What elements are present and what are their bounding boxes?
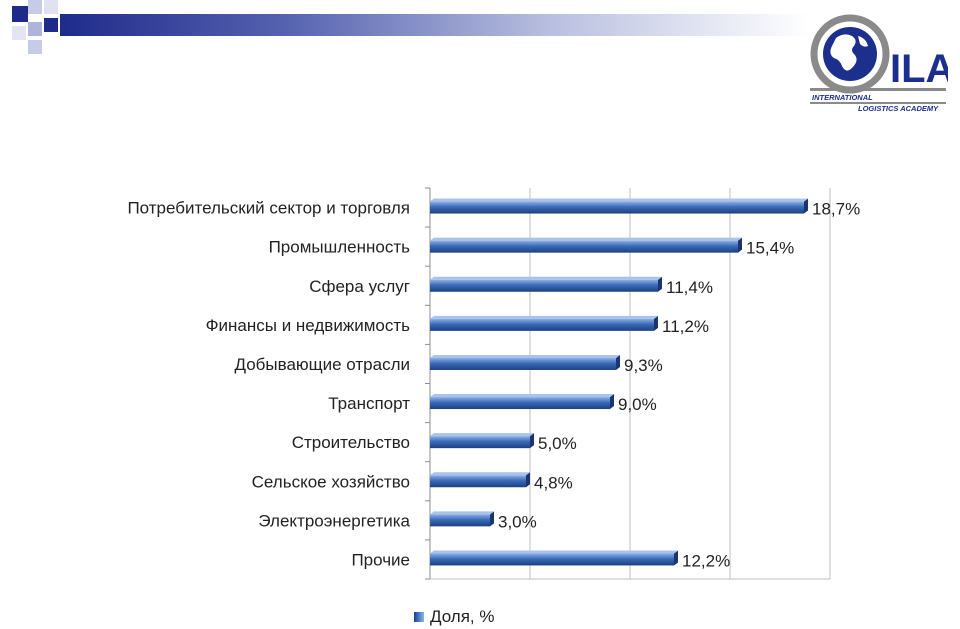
data-label: 5,0% <box>538 434 577 453</box>
category-label: Сфера услуг <box>309 277 410 296</box>
bar <box>430 201 804 214</box>
bar-side <box>658 276 662 292</box>
category-label: Финансы и недвижимость <box>206 316 411 335</box>
bar-top <box>430 550 678 554</box>
bar-side <box>674 550 678 566</box>
bar-side <box>654 315 658 331</box>
bar <box>430 357 616 370</box>
bar-top <box>430 511 494 515</box>
data-label: 11,4% <box>666 278 713 297</box>
bar-top <box>430 472 530 476</box>
bar <box>430 475 526 488</box>
category-label: Сельское хозяйство <box>252 472 410 491</box>
category-label: Электроэнергетика <box>258 511 410 530</box>
legend-swatch <box>414 612 424 622</box>
category-label: Строительство <box>292 433 410 452</box>
bar-top <box>430 315 658 319</box>
category-label: Транспорт <box>328 394 410 413</box>
data-label: 3,0% <box>498 512 537 531</box>
bar <box>430 318 654 331</box>
header-gradient-bar <box>60 14 810 36</box>
bar-side <box>804 198 808 214</box>
bar-side <box>616 354 620 370</box>
bar-side <box>526 472 530 488</box>
bar <box>430 397 610 410</box>
bar-chart: Потребительский сектор и торговля 18,7% Пр… <box>127 187 860 580</box>
bar <box>430 436 530 449</box>
logo-letters: ILA <box>890 47 948 91</box>
chart-legend: Доля, % <box>414 606 494 628</box>
logo-line1: INTERNATIONAL <box>812 93 873 102</box>
bar-side <box>530 433 534 449</box>
bar <box>430 553 674 566</box>
ila-logo: ILA INTERNATIONAL LOGISTICS ACADEMY <box>810 14 948 113</box>
legend-label: Доля, % <box>430 607 495 626</box>
data-label: 11,2% <box>662 317 709 336</box>
data-label: 15,4% <box>746 239 794 258</box>
bar-top <box>430 433 534 437</box>
data-label: 4,8% <box>534 473 573 492</box>
bar-top <box>430 237 742 241</box>
bar <box>430 279 658 292</box>
bar-top <box>430 394 614 398</box>
bar-top <box>430 198 808 202</box>
logo-line2: LOGISTICS ACADEMY <box>858 104 939 113</box>
category-label: Добывающие отрасли <box>234 355 410 374</box>
bar <box>430 514 490 527</box>
bar <box>430 240 738 253</box>
category-label: Потребительский сектор и торговля <box>127 199 410 218</box>
bar-side <box>738 237 742 253</box>
category-label: Промышленность <box>269 238 411 257</box>
data-label: 9,0% <box>618 395 657 414</box>
category-label: Прочие <box>351 550 410 569</box>
bar-top <box>430 276 662 280</box>
bar-side <box>610 394 614 410</box>
data-label: 18,7% <box>812 200 860 219</box>
bar-top <box>430 354 620 358</box>
data-label: 12,2% <box>682 551 730 570</box>
data-label: 9,3% <box>624 356 663 375</box>
bar-side <box>490 511 494 527</box>
